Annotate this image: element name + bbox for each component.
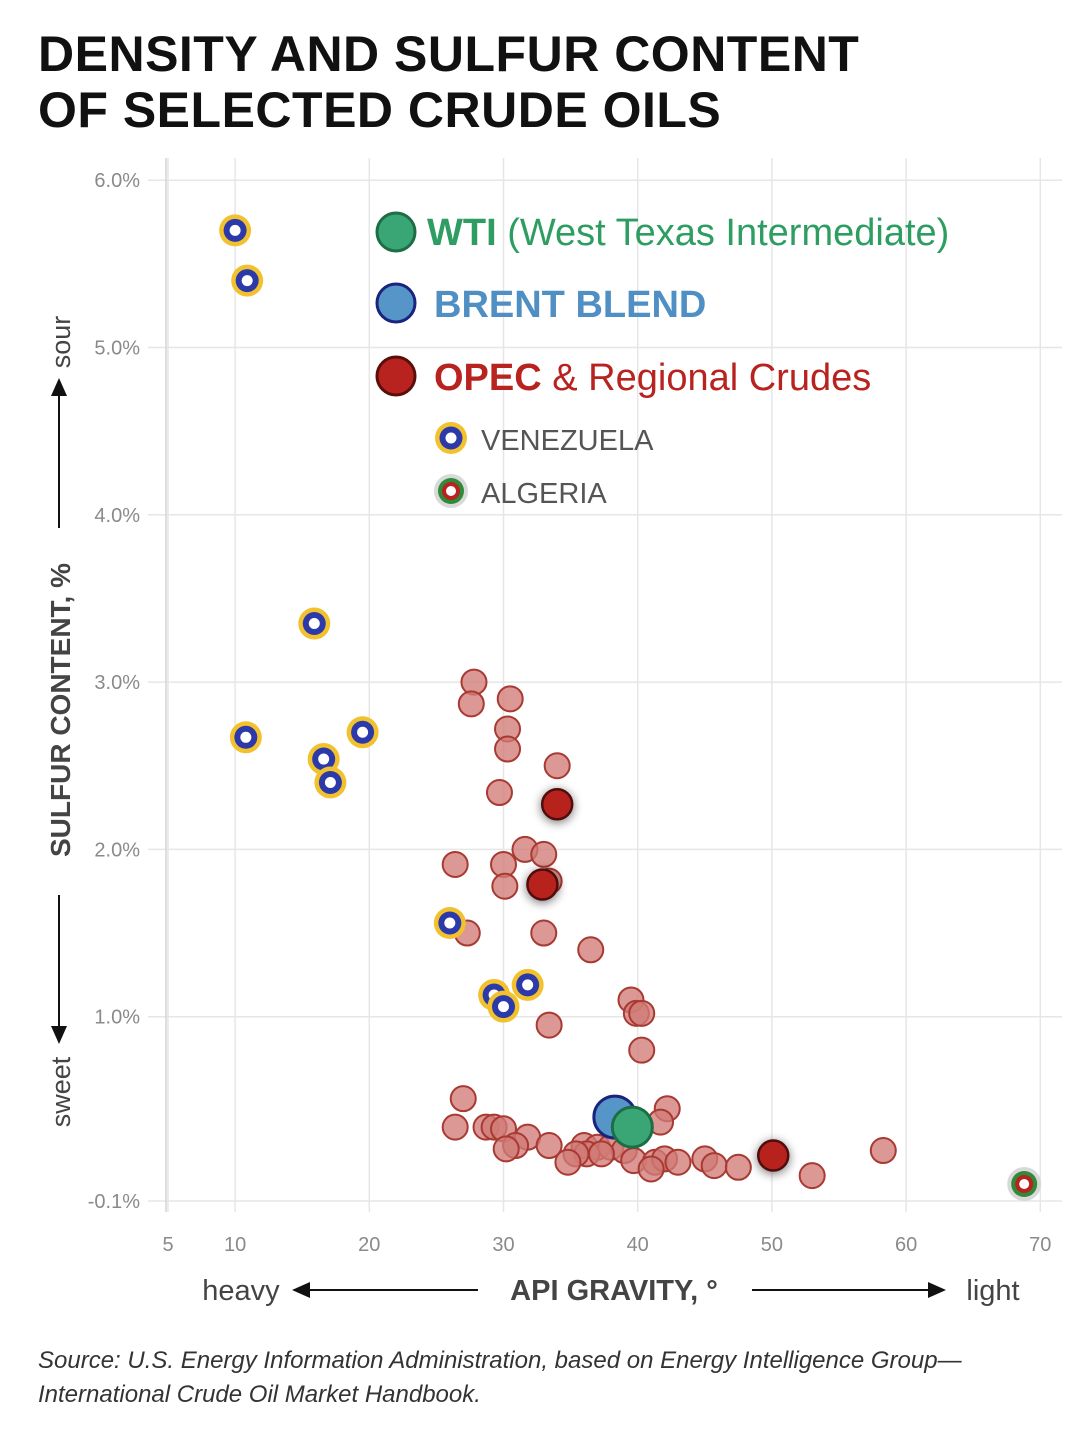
legend-algeria-label: ALGERIA [481, 478, 607, 510]
chart-title: DENSITY AND SULFUR CONTENT OF SELECTED C… [38, 26, 859, 138]
x-tick-label: 50 [761, 1234, 783, 1256]
source-note: Source: U.S. Energy Information Administ… [38, 1344, 1048, 1412]
venezuela-core [241, 275, 253, 287]
x-tick-label: 40 [627, 1234, 649, 1256]
opec-highlight-point [756, 1139, 790, 1172]
opec-point [664, 1148, 692, 1176]
legend-opec-bold: OPEC [434, 357, 542, 399]
y-annotation-sour: sour [46, 316, 76, 369]
legend-brent-label: BRENT BLEND [434, 284, 706, 326]
data-points [219, 214, 1042, 1201]
title-line-1: DENSITY AND SULFUR CONTENT [38, 26, 860, 82]
x-tick-label: 5 [162, 1234, 173, 1256]
y-tick-label: 2.0% [94, 839, 140, 861]
opec-point [530, 840, 558, 868]
legend-opec-marker [375, 355, 417, 397]
opec-point [441, 850, 469, 878]
venezuela-core [498, 1001, 509, 1013]
venezuela-point [219, 214, 252, 247]
x-tick-label: 10 [224, 1234, 246, 1256]
opec-point [869, 1137, 897, 1165]
opec-point [496, 685, 524, 713]
venezuela-point [231, 264, 264, 297]
scatter-chart: -0.1% 1.0% 2.0% 3.0% 4.0% 5.0% 6.0% 5 10 20 30 40 50… [45, 158, 1062, 1307]
x-tick-label: 30 [492, 1234, 514, 1256]
opec-point [587, 1140, 615, 1168]
opec-point [637, 1155, 665, 1183]
venezuela-point [314, 766, 347, 799]
y-tick-label: -0.1% [88, 1191, 140, 1213]
y-tick-label: 3.0% [94, 672, 140, 694]
legend-opec-label: OPEC & Regional Crudes [434, 357, 871, 399]
opec-point [535, 1011, 563, 1039]
venezuela-point [511, 968, 544, 1001]
opec-point [492, 1135, 520, 1163]
legend-brent-marker [375, 282, 417, 324]
source-line-1: Source: U.S. Energy Information Administ… [38, 1347, 962, 1374]
opec-point [724, 1153, 752, 1181]
opec-point [449, 1085, 477, 1113]
y-tick-label: 5.0% [94, 338, 140, 360]
opec-point [543, 752, 571, 780]
x-tick-label: 20 [358, 1234, 380, 1256]
opec-highlight-point [540, 787, 574, 821]
opec-point [577, 936, 605, 964]
venezuela-core [240, 731, 252, 743]
y-tick-label: 6.0% [94, 170, 140, 192]
venezuela-core [357, 726, 369, 738]
opec-point [494, 735, 522, 763]
legend-wti-bold: WTI [427, 212, 497, 254]
legend-wti-marker [375, 211, 417, 253]
opec-point [700, 1152, 728, 1180]
legend-wti-label: WTI (West Texas Intermediate) [427, 212, 949, 254]
venezuela-point [433, 907, 466, 940]
legend: WTI (West Texas Intermediate) BRENT BLEN… [375, 211, 949, 510]
venezuela-core [444, 917, 456, 929]
venezuela-point [487, 990, 520, 1023]
x-axis-title-group: heavy API GRAVITY, ° light [202, 1275, 1019, 1307]
venezuela-point [346, 716, 379, 749]
legend-wti-rest: (West Texas Intermediate) [497, 212, 950, 254]
venezuela-core [308, 618, 320, 630]
opec-point [457, 690, 485, 718]
axes: -0.1% 1.0% 2.0% 3.0% 4.0% 5.0% 6.0% 5 10 20 30 40 50… [88, 158, 1051, 1256]
opec-highlight-point [526, 868, 559, 901]
opec-point [628, 1036, 656, 1064]
opec-point [441, 1113, 469, 1141]
algeria-core [1019, 1179, 1030, 1189]
y-annotation-sweet: sweet [46, 1056, 76, 1127]
x-annotation-light: light [966, 1275, 1019, 1307]
venezuela-core [324, 776, 336, 788]
opec-point [530, 919, 558, 947]
venezuela-point [229, 721, 262, 754]
x-axis-title: API GRAVITY, ° [510, 1275, 718, 1307]
venezuela-core [522, 979, 534, 991]
algeria-point [1007, 1167, 1042, 1201]
grid-lines [148, 158, 1062, 1212]
venezuela-point [298, 607, 331, 640]
venezuela-core [229, 224, 241, 236]
x-tick-label: 60 [895, 1234, 917, 1256]
y-axis-title: SULFUR CONTENT, % [45, 563, 76, 857]
opec-point [491, 872, 519, 900]
x-tick-label: 70 [1029, 1234, 1051, 1256]
source-line-2: International Crude Oil Market Handbook. [38, 1381, 481, 1408]
title-line-2: OF SELECTED CRUDE OILS [38, 82, 722, 138]
legend-opec-rest: & Regional Crudes [542, 357, 872, 399]
legend-venezuela-label: VENEZUELA [481, 425, 654, 457]
y-tick-label: 4.0% [94, 505, 140, 527]
legend-venezuela-marker [435, 422, 467, 454]
venezuela-core [318, 753, 330, 765]
opec-point [798, 1162, 826, 1190]
wti-point [610, 1105, 654, 1149]
opec-point [485, 779, 513, 807]
opec-point [628, 999, 656, 1027]
legend-algeria-marker [434, 474, 468, 508]
x-annotation-heavy: heavy [202, 1275, 280, 1307]
y-axis-title-group: SULFUR CONTENT, % sour sweet [45, 316, 76, 1128]
opec-point [535, 1132, 563, 1160]
opec-point [554, 1148, 582, 1176]
y-tick-label: 1.0% [94, 1007, 140, 1029]
